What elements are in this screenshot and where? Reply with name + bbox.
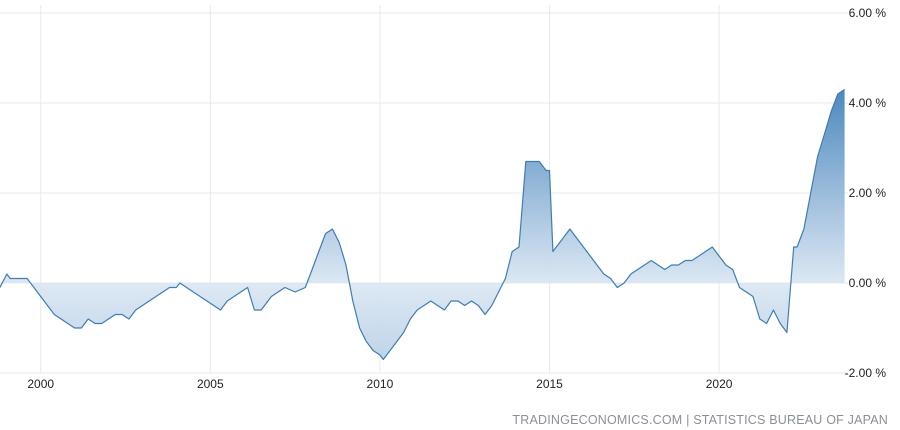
- y-tick-label: 6.00 %: [849, 6, 887, 20]
- y-tick-label: 2.00 %: [849, 186, 887, 200]
- x-axis-ticks: 2000 2005 2010 2015 2020: [27, 377, 732, 391]
- x-tick-label: 2005: [197, 377, 224, 391]
- y-tick-label: 4.00 %: [849, 96, 887, 110]
- area-fill: [0, 89, 845, 360]
- x-tick-label: 2010: [367, 377, 394, 391]
- x-tick-label: 2000: [27, 377, 54, 391]
- series-line: [0, 88, 845, 361]
- source-credit: TRADINGECONOMICS.COM | STATISTICS BUREAU…: [512, 413, 888, 427]
- x-tick-label: 2020: [706, 377, 733, 391]
- y-tick-label: 0.00 %: [849, 276, 887, 290]
- y-tick-label: -2.00 %: [845, 366, 887, 380]
- x-tick-label: 2015: [536, 377, 563, 391]
- y-axis-ticks: -2.00 % 0.00 % 2.00 % 4.00 % 6.00 %: [845, 6, 887, 380]
